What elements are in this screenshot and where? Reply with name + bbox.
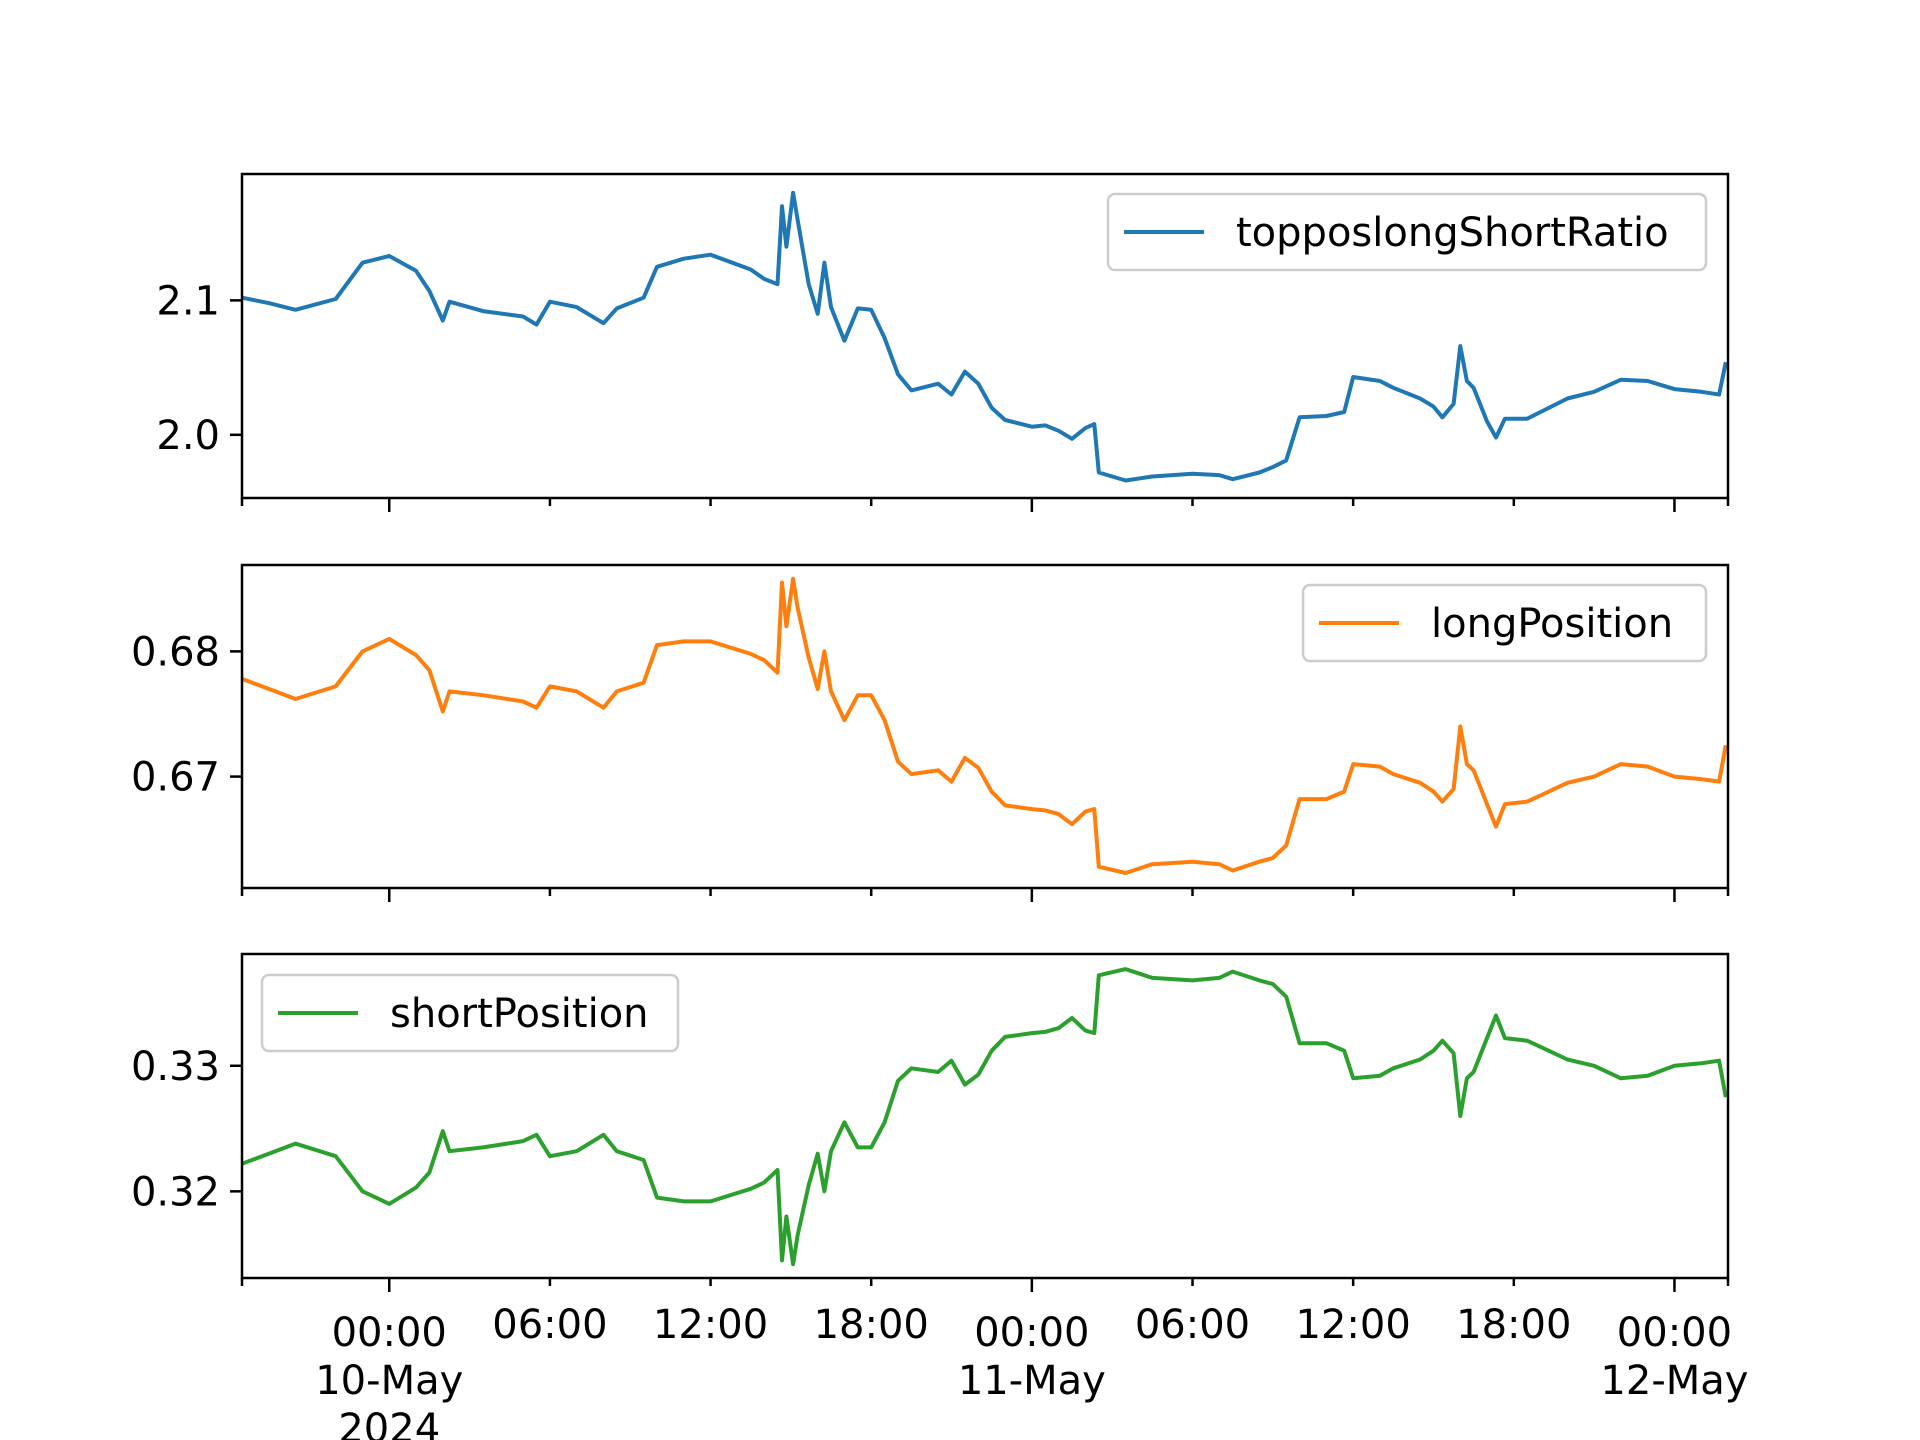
y-tick-label: 0.32 xyxy=(131,1169,220,1215)
x-minor-tick-label: 06:00 xyxy=(1135,1302,1250,1348)
axes-panel-3: 0.32 0.33 00:00 10-May 2024 00:00 11-May 00:00 1… xyxy=(131,952,1748,1440)
y-tick-label: 0.33 xyxy=(131,1044,220,1090)
y-tick-label: 0.67 xyxy=(131,755,220,801)
x-minor-tick-label: 06:00 xyxy=(492,1302,607,1348)
legend: longPosition xyxy=(1301,583,1708,663)
x-major-tick-label: 00:00 12-May xyxy=(1600,1310,1748,1404)
legend-box xyxy=(1106,192,1708,272)
legend: shortPosition xyxy=(260,973,680,1053)
legend-label: longPosition xyxy=(1431,601,1673,647)
x-minor-tick-label: 18:00 xyxy=(814,1302,929,1348)
y-tick-label: 2.0 xyxy=(156,413,220,459)
x-major-tick-label: 00:00 10-May 2024 xyxy=(315,1310,463,1440)
axes-frame xyxy=(240,952,1730,1280)
y-tick-label: 2.1 xyxy=(156,278,220,324)
x-minor-tick-label: 18:00 xyxy=(1456,1302,1571,1348)
x-major-tick-label: 00:00 11-May xyxy=(958,1310,1106,1404)
x-minor-tick-label: 12:00 xyxy=(653,1302,768,1348)
legend: topposlongShortRatio xyxy=(1106,192,1708,272)
axes-frame xyxy=(240,563,1730,890)
axes-container: 2.0 2.1 topposlongShortRatio 0.67 0.68 longPo… xyxy=(131,172,1748,1440)
series-line-longPosition xyxy=(241,576,1728,875)
legend-label: topposlongShortRatio xyxy=(1236,210,1669,256)
axes-frame xyxy=(240,172,1730,500)
legend-box xyxy=(260,973,680,1053)
axes-panel-1: 2.0 2.1 topposlongShortRatio xyxy=(156,172,1730,512)
x-minor-tick-label: 12:00 xyxy=(1296,1302,1411,1348)
series-line-topposlongShortRatio xyxy=(241,190,1728,483)
legend-label: shortPosition xyxy=(390,991,649,1037)
legend-box xyxy=(1301,583,1708,663)
series-line-shortPosition xyxy=(241,967,1728,1267)
y-tick-label: 0.68 xyxy=(131,629,220,675)
axes-panel-2: 0.67 0.68 longPosition xyxy=(131,563,1730,902)
